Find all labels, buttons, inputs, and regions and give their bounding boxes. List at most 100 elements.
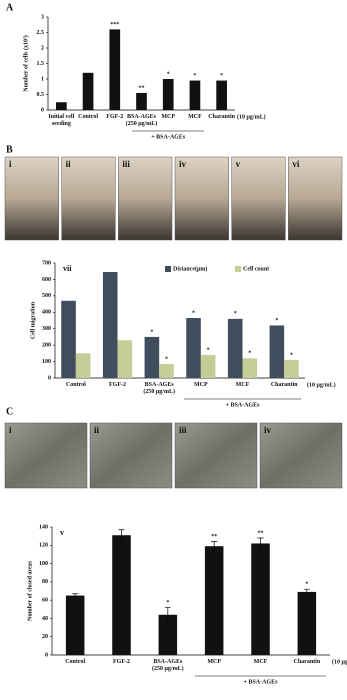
x-tick-label: Charantin — [271, 382, 298, 388]
group-label: + BSA-AGEs — [151, 134, 186, 140]
y-tick-label: 100 — [39, 561, 48, 567]
bar — [216, 80, 227, 110]
bar — [117, 340, 133, 378]
label-line: Control — [66, 382, 86, 388]
label-line: BSA-AGEs — [127, 114, 157, 120]
x-tick-label: FGF-2 — [113, 659, 130, 665]
bar — [189, 80, 201, 110]
y-axis-label: Number of cells (x10⁵) — [22, 35, 29, 92]
error-bar — [72, 593, 79, 598]
y-tick-label: 40 — [42, 616, 48, 622]
error-bar — [164, 607, 171, 623]
x-tick-label: BSA-AGEs (250 μg/mL) — [126, 114, 158, 127]
image-label: ii — [66, 159, 72, 169]
y-tick-label: 2 — [41, 45, 44, 51]
x-tick-label: FGF-2 — [106, 114, 123, 120]
bar — [204, 546, 224, 655]
image-label: iii — [179, 425, 187, 435]
image-label: v — [236, 159, 241, 169]
y-tick-label: 20 — [42, 634, 48, 640]
x-tick-label: BSA-AGEs (250 μg/mL) — [143, 382, 175, 395]
error-bar — [211, 541, 218, 551]
y-tick-label: 0 — [45, 652, 48, 658]
significance: ** — [258, 530, 264, 536]
bar — [56, 102, 67, 110]
significance: ** — [211, 534, 217, 540]
micrograph — [259, 422, 343, 489]
significance: * — [305, 582, 308, 588]
bar — [144, 336, 160, 378]
image-label: vi — [292, 159, 300, 169]
label-line: MCP — [194, 382, 208, 388]
image-label: iv — [264, 425, 272, 435]
inset-label: vii — [63, 264, 72, 273]
label-line: FGF-2 — [113, 659, 130, 665]
y-tick-label: 200 — [42, 343, 51, 349]
significance: * — [193, 73, 196, 79]
y-tick-label: 600 — [42, 277, 51, 283]
significance: * — [192, 310, 195, 316]
label-line: BSA-AGEs — [145, 382, 175, 388]
label-line: MCP — [161, 114, 175, 120]
significance: * — [275, 318, 278, 324]
y-tick-label: 500 — [42, 293, 51, 299]
label-line: (250 μg/mL) — [126, 120, 158, 127]
label-line: Charantin — [293, 659, 320, 665]
y-tick-label: 700 — [42, 260, 51, 266]
x-tick-label: Charantin — [293, 659, 320, 665]
label-line: Control — [65, 659, 85, 665]
panel-label: A — [6, 2, 14, 13]
significance: * — [220, 73, 223, 79]
legend-label: Distance(μm) — [173, 265, 207, 272]
bar — [65, 595, 85, 655]
micrograph — [174, 422, 258, 489]
significance: * — [167, 71, 170, 77]
micrograph — [288, 156, 343, 241]
significance: * — [150, 329, 153, 335]
y-tick-label: 100 — [42, 359, 51, 365]
bar — [162, 79, 174, 110]
error-bar — [118, 529, 125, 541]
significance: * — [290, 352, 293, 358]
panel-label: C — [6, 406, 13, 417]
y-tick-label: 1.5 — [37, 61, 45, 67]
label-line: Initial cell — [48, 114, 74, 120]
micrograph — [4, 422, 88, 489]
bar — [102, 272, 118, 378]
bar — [297, 591, 317, 655]
bar — [136, 92, 147, 110]
x-tick-label: FGF-2 — [109, 382, 126, 388]
micrograph — [118, 156, 173, 241]
image-label: iv — [179, 159, 187, 169]
bar — [186, 318, 201, 378]
legend-swatch — [235, 266, 241, 272]
dose-label: (10 μg/mL) — [332, 658, 347, 665]
micrograph — [4, 156, 59, 241]
x-tick-label: MCP — [161, 114, 175, 120]
label-line: FGF-2 — [109, 382, 126, 388]
bar — [159, 364, 174, 378]
legend-label: Cell count — [243, 266, 269, 272]
significance: * — [207, 347, 210, 353]
image-label: i — [9, 159, 12, 169]
significance: * — [165, 356, 168, 362]
label-line: MCF — [236, 382, 250, 388]
inset-label: v — [60, 528, 64, 537]
bar — [158, 614, 178, 655]
image-label: iii — [122, 159, 130, 169]
panel-label: B — [6, 144, 13, 155]
label-line: Control — [78, 114, 98, 120]
y-axis-label: Cell migration — [30, 301, 36, 339]
x-tick-label: Control — [65, 659, 85, 665]
y-tick-label: 1 — [41, 76, 44, 82]
y-tick-label: 0 — [48, 375, 51, 381]
y-axis-label: Number of closed areas — [27, 560, 33, 621]
y-tick-label: 3 — [41, 14, 44, 20]
bar — [284, 359, 299, 378]
group-label: + BSA-AGEs — [226, 402, 261, 408]
dose-label: (10 μg/mL) — [237, 113, 266, 120]
significance: * — [166, 600, 169, 606]
significance: ** — [139, 85, 145, 91]
label-line: MCF — [254, 659, 268, 665]
